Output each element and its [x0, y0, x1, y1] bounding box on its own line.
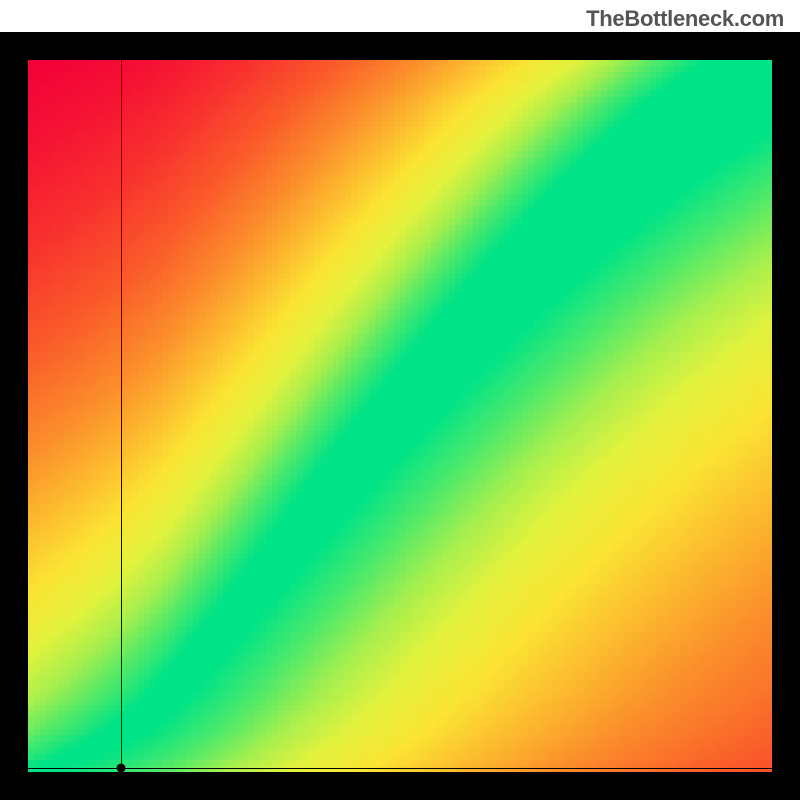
crosshair-horizontal — [28, 768, 772, 769]
watermark-text: TheBottleneck.com — [586, 6, 784, 32]
bottleneck-heatmap — [28, 60, 772, 772]
crosshair-marker — [117, 764, 126, 773]
chart-container: TheBottleneck.com — [0, 0, 800, 800]
crosshair-vertical — [121, 60, 122, 772]
